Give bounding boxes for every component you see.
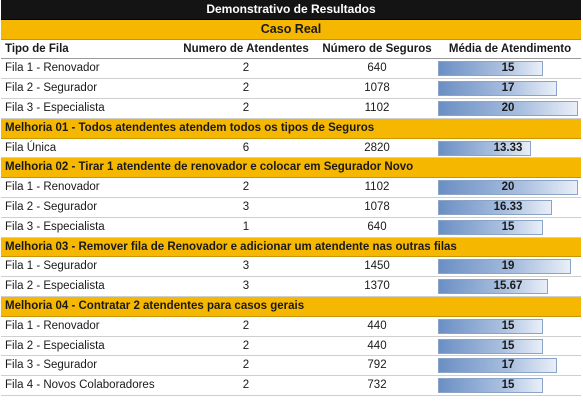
header-attendants: Numero de Atendentes (183, 42, 309, 55)
attendants-count: 6 (242, 141, 250, 154)
section-header: Melhoria 02 - Tirar 1 atendente de renov… (1, 158, 581, 179)
queue-name: Fila 1 - Renovador (5, 62, 100, 75)
section-label: Melhoria 01 - Todos atendentes atendem t… (5, 121, 375, 134)
table-title: Demonstrativo de Resultados (1, 0, 581, 20)
average-bar (438, 100, 578, 116)
average-bar (438, 378, 543, 394)
average-bar (438, 279, 548, 295)
table-row: Fila Única 6 2820 13.33 (1, 139, 581, 159)
attendants-count: 3 (242, 280, 250, 293)
insurances-count: 1102 (364, 101, 390, 114)
table-row: Fila 2 - Segurador 2 1078 17 (1, 79, 581, 99)
table-row: Fila 3 - Especialista 1 640 15 (1, 218, 581, 238)
queue-name: Fila 2 - Especialista (5, 280, 105, 293)
average-bar (438, 81, 557, 97)
attendants-count: 1 (242, 220, 250, 233)
section-header: Melhoria 04 - Contratar 2 atendentes par… (1, 296, 581, 317)
attendants-count: 2 (242, 181, 250, 194)
insurances-count: 1370 (364, 280, 390, 293)
table-row: Fila 3 - Especialista 2 1102 20 (1, 99, 581, 119)
attendants-count: 2 (242, 82, 250, 95)
insurances-count: 792 (367, 359, 387, 372)
average-value: 15 (501, 319, 515, 332)
average-value: 13.33 (493, 141, 523, 154)
section-label: Melhoria 02 - Tirar 1 atendente de renov… (5, 161, 414, 174)
section-label: Melhoria 04 - Contratar 2 atendentes par… (5, 299, 305, 312)
attendants-count: 2 (242, 319, 250, 332)
average-value: 15 (501, 339, 515, 352)
table-row: Fila 3 - Segurador 2 792 17 (1, 356, 581, 377)
attendants-count: 2 (242, 62, 250, 75)
header-row: Tipo de Fila Numero de Atendentes Número… (1, 39, 581, 60)
results-table: Demonstrativo de Resultados Caso Real Ti… (1, 0, 581, 396)
attendants-count: 2 (242, 101, 250, 114)
queue-name: Fila 1 - Segurador (5, 260, 98, 273)
table-row: Fila 2 - Especialista 3 1370 15.67 (1, 277, 581, 297)
average-value: 15 (501, 220, 515, 233)
average-bar (438, 140, 531, 156)
average-value: 20 (501, 181, 515, 194)
average-bar (438, 180, 578, 196)
header-average: Média de Atendimento (448, 42, 572, 55)
average-value: 15 (501, 62, 515, 75)
insurances-count: 1078 (364, 82, 390, 95)
average-value: 17 (501, 82, 515, 95)
section-header: Melhoria 03 - Remover fila de Renovador … (1, 237, 581, 258)
table-row: Fila 1 - Renovador 2 1102 20 (1, 178, 581, 198)
queue-name: Fila 3 - Especialista (5, 220, 105, 233)
average-bar (438, 318, 543, 334)
average-value: 16.33 (493, 200, 523, 213)
queue-name: Fila 2 - Segurador (5, 200, 98, 213)
queue-name: Fila 4 - Novos Colaboradores (5, 379, 155, 392)
attendants-count: 2 (242, 359, 250, 372)
section-header: Melhoria 01 - Todos atendentes atendem t… (1, 118, 581, 139)
table-body: Fila 1 - Renovador 2 640 15 Fila 2 - Segurad… (1, 59, 581, 396)
average-value: 17 (501, 359, 515, 372)
attendants-count: 3 (242, 260, 250, 273)
average-value: 19 (501, 260, 515, 273)
table-row: Fila 1 - Segurador 3 1450 19 (1, 257, 581, 278)
insurances-count: 1078 (364, 200, 390, 213)
insurances-count: 640 (367, 62, 387, 75)
insurances-count: 440 (367, 339, 387, 352)
table-row: Fila 2 - Especialista 2 440 15 (1, 337, 581, 357)
attendants-count: 3 (242, 200, 250, 213)
table-row: Fila 4 - Novos Colaboradores 2 732 15 (1, 376, 581, 396)
header-insurances: Número de Seguros (322, 42, 432, 55)
section-label: Melhoria 03 - Remover fila de Renovador … (5, 240, 457, 253)
queue-name: Fila 2 - Especialista (5, 339, 105, 352)
average-bar (438, 219, 543, 235)
header-name: Tipo de Fila (5, 42, 69, 55)
table-row: Fila 1 - Renovador 2 640 15 (1, 59, 581, 80)
average-bar (438, 259, 571, 275)
insurances-count: 440 (367, 319, 387, 332)
average-bar (438, 338, 543, 354)
insurances-count: 2820 (364, 141, 390, 154)
queue-name: Fila Única (5, 141, 57, 154)
attendants-count: 2 (242, 379, 250, 392)
queue-name: Fila 3 - Segurador (5, 359, 98, 372)
case-label: Caso Real (1, 19, 581, 40)
insurances-count: 1102 (364, 181, 390, 194)
average-bar (438, 358, 557, 374)
table-row: Fila 2 - Segurador 3 1078 16.33 (1, 198, 581, 218)
queue-name: Fila 1 - Renovador (5, 319, 100, 332)
average-bar (438, 199, 552, 215)
average-value: 20 (501, 101, 515, 114)
insurances-count: 732 (367, 379, 387, 392)
insurances-count: 640 (367, 220, 387, 233)
queue-name: Fila 3 - Especialista (5, 101, 105, 114)
average-value: 15.67 (493, 280, 523, 293)
queue-name: Fila 1 - Renovador (5, 181, 100, 194)
average-value: 15 (501, 379, 515, 392)
attendants-count: 2 (242, 339, 250, 352)
insurances-count: 1450 (364, 260, 390, 273)
queue-name: Fila 2 - Segurador (5, 82, 98, 95)
table-row: Fila 1 - Renovador 2 440 15 (1, 317, 581, 337)
average-bar (438, 61, 543, 77)
